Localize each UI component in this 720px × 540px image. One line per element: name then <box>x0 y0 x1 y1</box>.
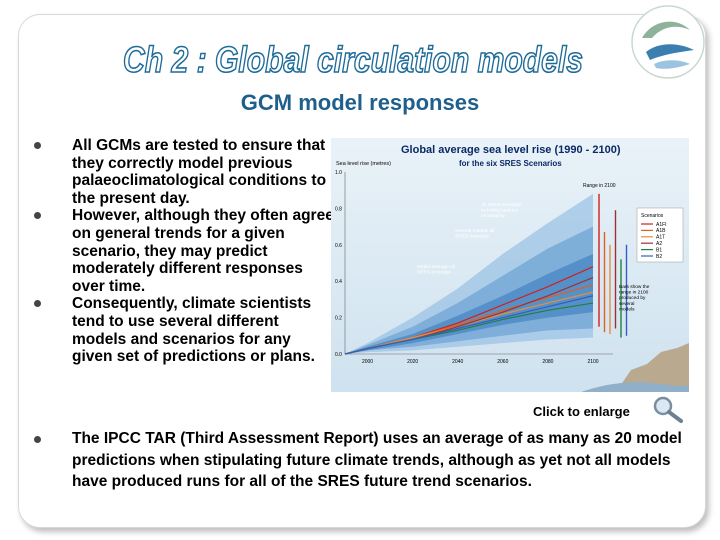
series-line-b2 <box>344 295 594 355</box>
x-tick-label: 2000 <box>362 359 373 365</box>
slide-title: Ch 2 : Global circulation models <box>122 38 584 81</box>
legend-title: Scenarios <box>641 213 664 219</box>
y-tick-label: 0.0 <box>335 352 342 358</box>
chart-annotation: All SRES envelope including land-ice uncer… <box>481 202 522 219</box>
slide-subtitle: GCM model responses <box>240 90 480 115</box>
x-tick-label: 2060 <box>497 359 508 365</box>
click-to-enlarge-link[interactable]: Click to enlarge <box>533 404 630 419</box>
bullet-dot-icon <box>34 142 41 149</box>
chart-annotation: Bars show the range in 2100 produced by sev… <box>619 284 650 312</box>
legend-label: A2 <box>656 241 662 247</box>
bullet-text: Consequently, climate scientists tend to… <box>72 295 315 366</box>
bottom-bullet-item: The IPCC TAR (Third Assessment Report) u… <box>34 428 684 493</box>
bullet-dot-icon <box>34 436 41 443</box>
x-tick-label: 2040 <box>452 359 463 365</box>
magnifier-icon[interactable] <box>651 394 685 424</box>
y-tick-label: 0.4 <box>335 279 342 285</box>
chart-annotation: Model average all SRES envelope <box>417 264 455 276</box>
y-tick-label: 1.0 <box>335 170 342 176</box>
bullet-item: Consequently, climate scientists tend to… <box>34 295 334 365</box>
bullet-list: All GCMs are tested to ensure that they … <box>34 137 334 366</box>
water-shape <box>581 378 689 392</box>
legend-label: A1FI <box>656 222 667 228</box>
chart-subtitle: for the six SRES Scenarios <box>459 159 562 168</box>
legend-box <box>636 207 684 263</box>
envelope-band-2 <box>345 226 593 354</box>
legend-label: B1 <box>656 247 662 253</box>
bullet-text: However, although they often agree on ge… <box>72 207 334 295</box>
chart-annotation: Several models all SRES envelope <box>455 228 494 240</box>
terrain-shape <box>616 343 689 392</box>
slide-title-text: Ch 2 : Global circulation models <box>123 39 583 80</box>
legend-label: B2 <box>656 254 662 260</box>
bullet-item: However, although they often agree on ge… <box>34 207 334 295</box>
x-tick-label: 2020 <box>407 359 418 365</box>
range-label: Range in 2100 <box>583 183 616 189</box>
bullet-dot-icon <box>34 212 41 220</box>
chart-title: Global average sea level rise (1990 - 21… <box>401 144 621 156</box>
bullet-dot-icon <box>34 300 41 308</box>
y-axis-label: Sea level rise (metres) <box>336 161 391 167</box>
bullet-text: All GCMs are tested to ensure that they … <box>72 137 327 207</box>
logo-icon <box>631 5 705 79</box>
x-tick-label: 2100 <box>587 359 598 365</box>
y-tick-label: 0.2 <box>335 316 342 322</box>
sea-level-chart[interactable]: Global average sea level rise (1990 - 21… <box>331 138 689 392</box>
y-tick-label: 0.8 <box>335 206 342 212</box>
y-tick-label: 0.6 <box>335 243 342 249</box>
x-tick-label: 2080 <box>542 359 553 365</box>
bottom-bullet-text: The IPCC TAR (Third Assessment Report) u… <box>72 430 682 490</box>
bullet-item: All GCMs are tested to ensure that they … <box>34 137 334 207</box>
legend-label: A1B <box>656 228 666 234</box>
legend-label: A1T <box>656 235 665 241</box>
